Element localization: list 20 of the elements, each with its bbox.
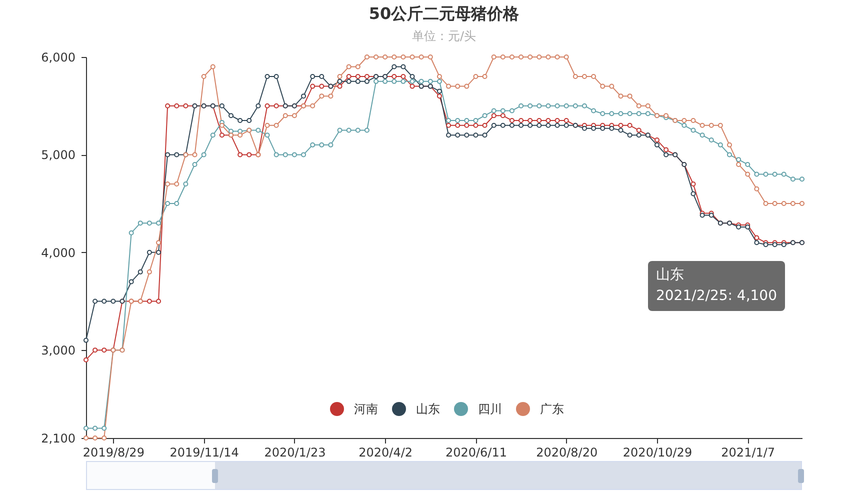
x-tick-label: 2021/1/7 — [721, 446, 776, 460]
x-tick-label: 2020/4/2 — [358, 446, 413, 460]
legend-label: 广东 — [540, 402, 564, 416]
x-tick-label: 2019/8/29 — [82, 446, 144, 460]
chart-subtitle: 单位：元/头 — [412, 29, 476, 43]
y-tick-label: 2,100 — [41, 432, 76, 446]
chart-title: 50公斤二元母猪价格 — [368, 4, 520, 23]
x-tick-label: 2020/6/11 — [445, 446, 507, 460]
y-tick-label: 4,000 — [41, 246, 76, 260]
x-tick-label: 2020/10/29 — [622, 446, 692, 460]
x-tick-label: 2020/8/20 — [536, 446, 598, 460]
x-tick-label: 2019/11/14 — [170, 446, 239, 460]
legend-label: 河南 — [354, 402, 378, 416]
legend-label: 山东 — [416, 402, 440, 416]
y-tick-label: 5,000 — [41, 148, 76, 162]
x-tick-label: 2020/1/23 — [264, 446, 326, 460]
legend-label: 四川 — [478, 402, 502, 416]
annotation: 山东 2021/2/25: 4,100 — [656, 266, 777, 306]
y-tick-label: 3,000 — [41, 344, 76, 358]
y-tick-label: 6,000 — [41, 50, 76, 64]
